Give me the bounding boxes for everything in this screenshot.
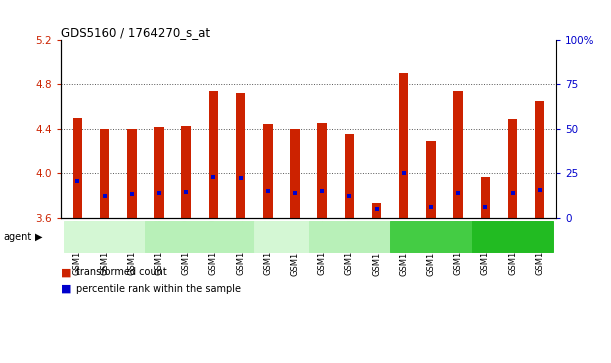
Text: ■: ■ — [61, 284, 71, 294]
Bar — [181, 126, 191, 218]
Bar — [236, 93, 246, 218]
Text: norfloxacin: norfloxacin — [406, 232, 456, 241]
Bar — [535, 101, 544, 218]
Text: ▶: ▶ — [35, 232, 43, 242]
Bar — [480, 177, 490, 218]
Bar — [371, 203, 381, 218]
Text: agent: agent — [3, 232, 31, 242]
Text: kanamycin: kanamycin — [324, 232, 374, 241]
Text: percentile rank within the sample: percentile rank within the sample — [76, 284, 241, 294]
Bar — [317, 123, 327, 218]
Bar — [263, 125, 273, 218]
Bar — [290, 129, 300, 218]
Text: H2O2: H2O2 — [92, 232, 117, 241]
Bar — [127, 129, 137, 218]
Bar — [426, 141, 436, 218]
Bar — [453, 91, 463, 218]
Bar — [345, 134, 354, 218]
Text: transformed count: transformed count — [76, 267, 167, 277]
Bar — [399, 73, 409, 218]
Text: ■: ■ — [61, 267, 71, 277]
Bar — [208, 91, 218, 218]
Bar — [100, 129, 109, 218]
Text: untreated control: untreated control — [479, 232, 546, 241]
Text: gentamicin: gentamicin — [256, 232, 307, 241]
Bar — [508, 119, 518, 218]
Text: GDS5160 / 1764270_s_at: GDS5160 / 1764270_s_at — [61, 26, 210, 39]
Bar — [154, 127, 164, 218]
Bar — [73, 118, 82, 218]
Text: ampicillin: ampicillin — [178, 232, 222, 241]
